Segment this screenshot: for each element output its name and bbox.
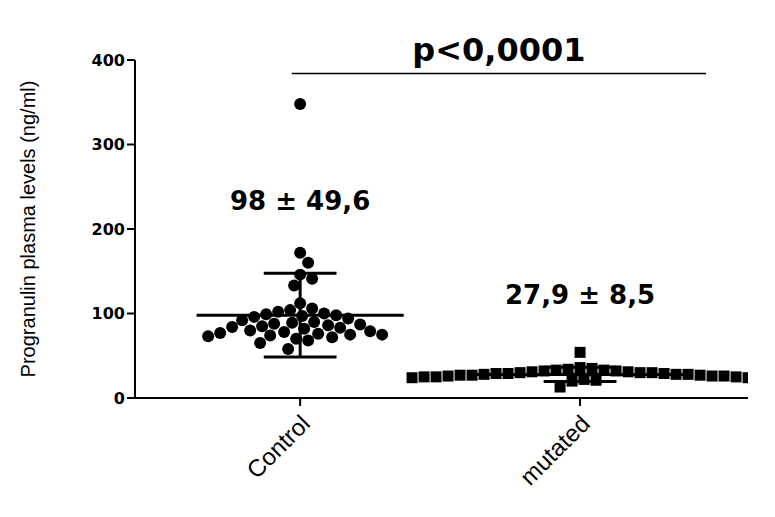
svg-text:200: 200	[92, 220, 125, 239]
svg-text:0: 0	[114, 389, 125, 408]
svg-text:p<0,0001: p<0,0001	[412, 31, 585, 69]
svg-text:Progranulin plasma levels (ng/: Progranulin plasma levels (ng/ml)	[17, 81, 39, 378]
svg-text:300: 300	[92, 135, 125, 154]
svg-text:400: 400	[92, 51, 125, 70]
svg-text:27,9 ± 8,5: 27,9 ± 8,5	[505, 280, 655, 310]
svg-text:98 ± 49,6: 98 ± 49,6	[230, 186, 370, 216]
svg-text:Control: Control	[241, 410, 315, 484]
svg-text:100: 100	[92, 304, 125, 323]
svg-text:mutated: mutated	[514, 410, 594, 490]
